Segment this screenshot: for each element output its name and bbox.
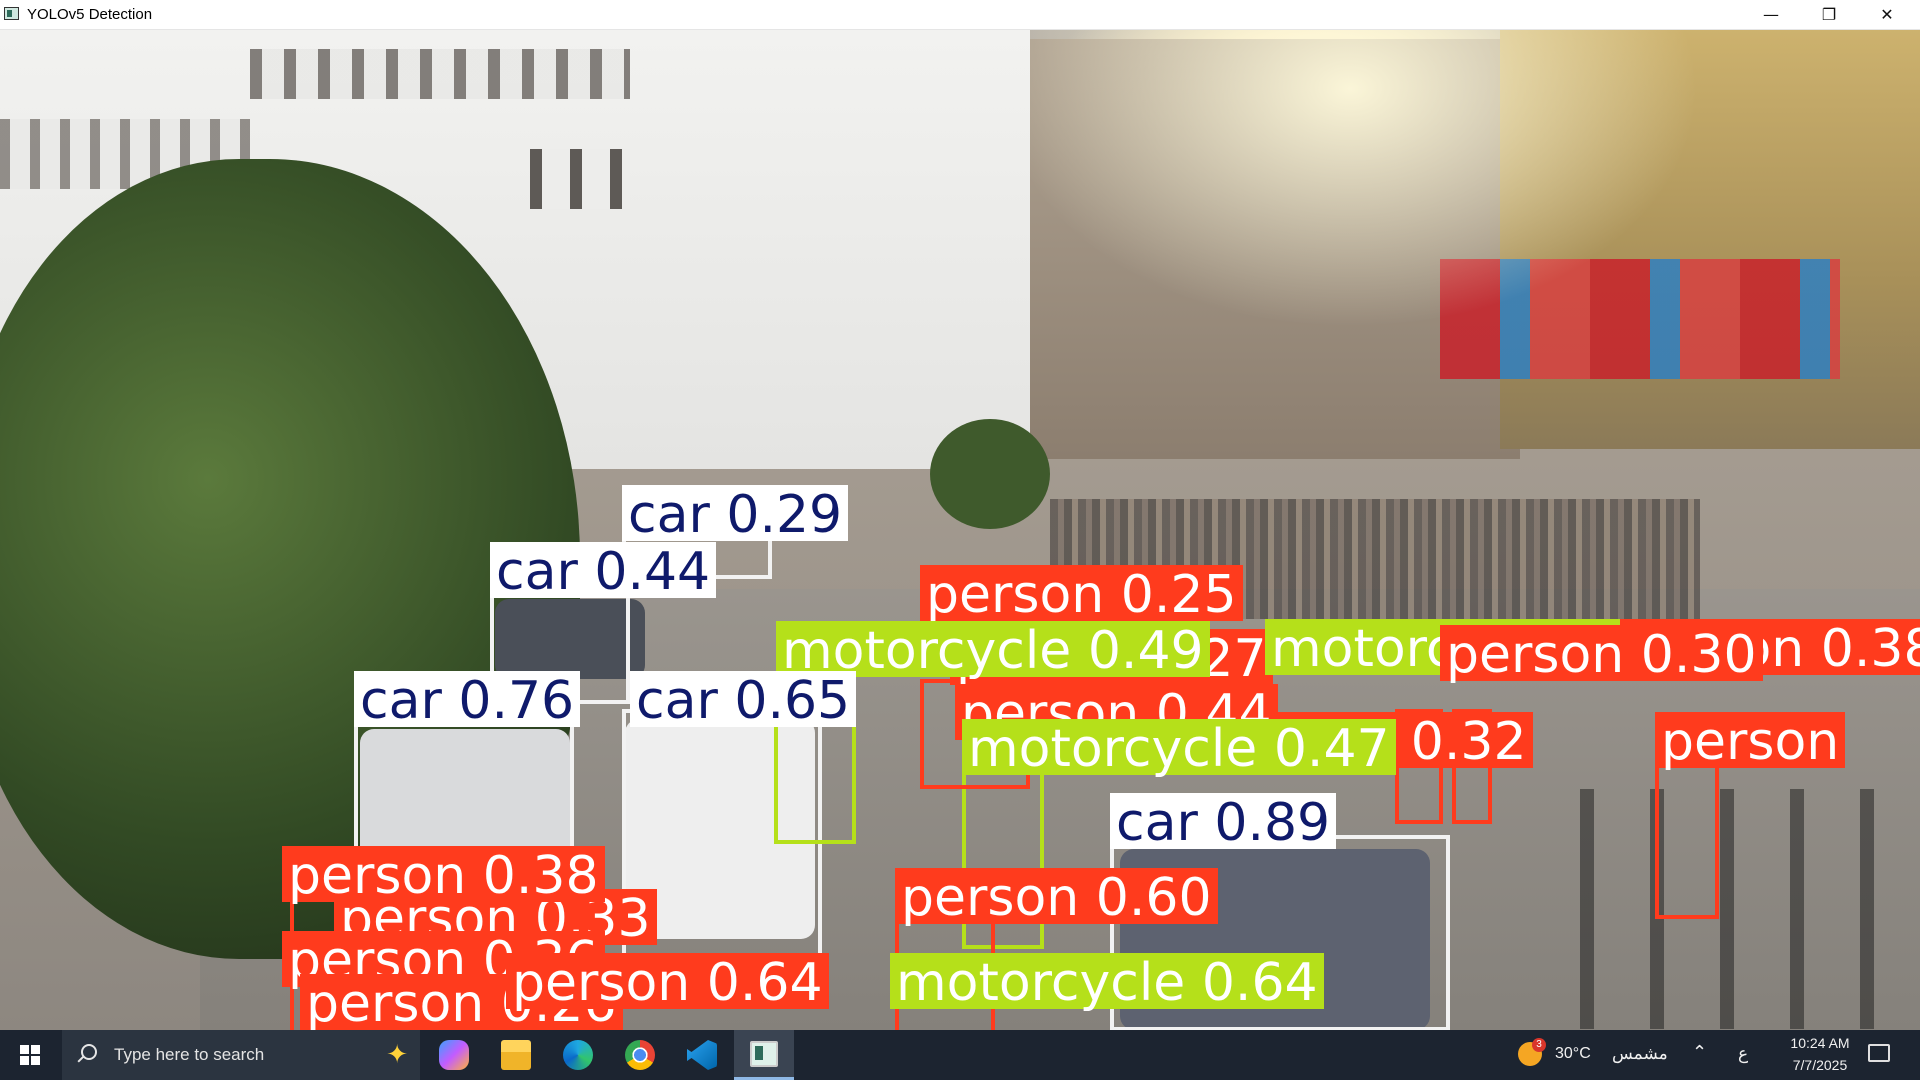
notifications-icon[interactable] [1868, 1044, 1890, 1062]
language-indicator[interactable]: ع [1738, 1044, 1749, 1063]
app-icon [4, 7, 19, 20]
railing [1580, 789, 1920, 1029]
detection-label-person: person [1655, 712, 1846, 768]
video-frame: car 0.29 car 0.44 person 0.25 person 0.2… [0, 29, 1920, 1030]
sun-glare [1000, 29, 1700, 329]
windows-logo-icon [20, 1045, 40, 1065]
file-explorer-icon[interactable] [486, 1030, 546, 1080]
weather-badge: 3 [1532, 1038, 1546, 1052]
tree [930, 419, 1050, 529]
taskbar-search-box[interactable]: Type here to search ✦ [62, 1030, 420, 1080]
weather-temp[interactable]: 30°C [1555, 1045, 1591, 1062]
van-shape [625, 719, 815, 939]
close-button[interactable]: ✕ [1880, 5, 1894, 24]
search-placeholder: Type here to search [114, 1045, 265, 1064]
detection-label-person: person 0.64 [506, 953, 829, 1009]
taskbar: Type here to search ✦ 3 30°C مشمس ⌃ ع 10… [0, 1030, 1920, 1080]
maximize-button[interactable]: ❐ [1821, 5, 1837, 24]
detection-label-car: car 0.29 [622, 485, 849, 541]
detection-label-person: person 0.60 [895, 868, 1218, 924]
show-hidden-icons-chevron-icon[interactable]: ⌃ [1692, 1042, 1708, 1062]
weather-desc[interactable]: مشمس [1612, 1044, 1668, 1063]
search-icon [76, 1044, 98, 1066]
sparkle-icon: ✦ [386, 1040, 408, 1070]
detection-label-motorcycle: motorcycle 0.64 [890, 953, 1324, 1009]
detection-label-person: person 0.30 [1440, 625, 1763, 681]
detection-label-motorcycle: motorcycle 0.49 [776, 621, 1210, 677]
chrome-icon[interactable] [610, 1030, 670, 1080]
vscode-icon[interactable] [672, 1030, 732, 1080]
window-title: YOLOv5 Detection [27, 6, 153, 23]
detection-label-person: person 0.25 [920, 565, 1243, 621]
copilot-icon[interactable] [424, 1030, 484, 1080]
detection-label-person: person 0.38 [282, 846, 605, 902]
window-titlebar: YOLOv5 Detection — ❐ ✕ [0, 0, 1920, 30]
clock-time[interactable]: 10:24 AM [1790, 1035, 1850, 1051]
clock-date[interactable]: 7/7/2025 [1792, 1057, 1848, 1073]
yolo-app-icon[interactable] [734, 1030, 794, 1080]
detection-label-car: car 0.76 [354, 671, 581, 727]
detection-label-motorcycle: motorcycle 0.47 [962, 719, 1396, 775]
edge-icon[interactable] [548, 1030, 608, 1080]
detection-label-car: car 0.65 [630, 671, 857, 727]
car-shape [495, 599, 645, 679]
start-button[interactable] [0, 1030, 60, 1080]
minimize-button[interactable]: — [1763, 5, 1779, 24]
detection-label-car: car 0.44 [490, 542, 717, 598]
detection-label-car: car 0.89 [1110, 793, 1337, 849]
